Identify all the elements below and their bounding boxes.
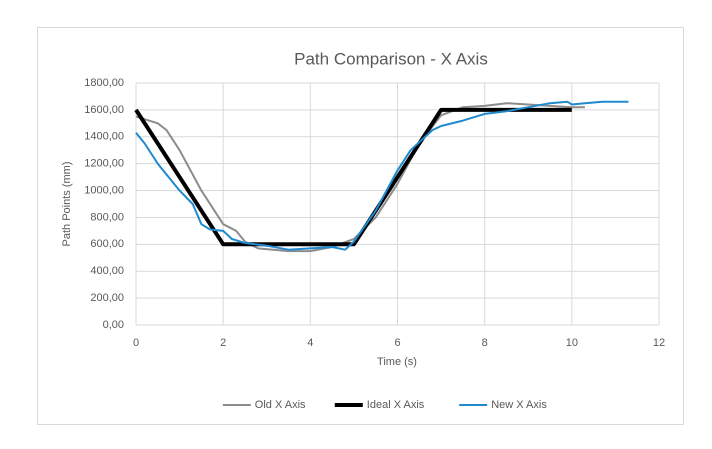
legend-label: New X Axis (491, 399, 547, 411)
y-tick-label: 1400,00 (84, 131, 124, 143)
x-tick-label: 6 (394, 337, 400, 349)
legend-label: Ideal X Axis (367, 399, 425, 411)
y-tick-label: 1200,00 (84, 158, 124, 170)
x-tick-label: 0 (133, 337, 139, 349)
x-tick-label: 4 (307, 337, 313, 349)
x-tick-label: 12 (653, 337, 665, 349)
y-tick-label: 200,00 (90, 292, 124, 304)
y-tick-label: 0,00 (103, 319, 124, 331)
chart-title: Path Comparison - X Axis (294, 49, 488, 68)
x-tick-label: 10 (566, 337, 578, 349)
chart-frame (37, 27, 684, 425)
y-axis-title: Path Points (mm) (61, 162, 73, 247)
y-tick-label: 1000,00 (84, 184, 124, 196)
series-line (135, 100, 629, 251)
y-tick-label: 600,00 (90, 238, 124, 250)
x-tick-label: 8 (482, 337, 488, 349)
series-line (134, 107, 572, 247)
y-tick-label: 800,00 (90, 211, 124, 223)
legend-label: Old X Axis (255, 399, 306, 411)
y-tick-label: 1800,00 (84, 77, 124, 89)
y-tick-label: 400,00 (90, 265, 124, 277)
y-tick-label: 1600,00 (84, 104, 124, 116)
x-tick-label: 2 (220, 337, 226, 349)
x-axis-title: Time (s) (377, 356, 417, 368)
